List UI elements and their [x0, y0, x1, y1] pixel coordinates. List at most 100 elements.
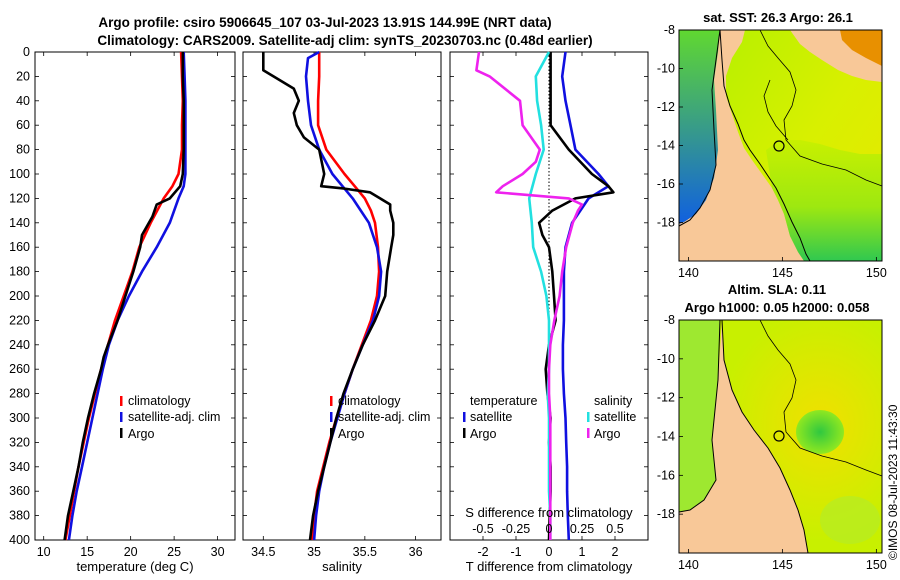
x-tick-label: 2: [612, 545, 619, 559]
y-tick-label: 220: [9, 313, 30, 327]
series-line-argo: [63, 52, 185, 541]
x-tick-label: 1: [579, 545, 586, 559]
s-difference-axis-label: S difference from climatology: [465, 505, 633, 520]
legend-swatch-t-argo: [463, 428, 466, 438]
figure-title-line2: Climatology: CARS2009. Satellite-adj cli…: [97, 33, 592, 48]
sla-map-ticks: 140 145 150 -8 -10 -12 -14 -16 -18: [657, 313, 887, 572]
plot-frame: [34, 51, 236, 541]
legend-swatch-s-satellite: [587, 412, 590, 422]
y-tick-label: 160: [9, 240, 30, 254]
legend-label-t-satellite: satellite: [470, 410, 512, 424]
temperature-legend: climatology satellite-adj. clim Argo: [120, 394, 220, 441]
y-tick-label: 100: [9, 167, 30, 181]
x-tick-label: 10: [37, 545, 51, 559]
plot-frame: [242, 51, 442, 541]
series-line-argo: [261, 52, 395, 541]
x-tick-label: 36: [409, 545, 423, 559]
legend-label-satellite: satellite-adj. clim: [128, 410, 220, 424]
map-y-tick-label: -18: [657, 507, 675, 521]
legend-label-satellite: satellite-adj. clim: [338, 410, 430, 424]
x-tick-label: -1: [510, 545, 521, 559]
s-diff-tick-label: 0: [546, 522, 553, 536]
map-y-tick-label: -18: [657, 216, 675, 230]
sst-map-ticks: 140 145 150 -8 -10 -12 -14 -16 -18: [657, 23, 887, 280]
x-tick-label: -2: [477, 545, 488, 559]
x-tick-label: 34.5: [251, 545, 275, 559]
t-difference-axis-label: T difference from climatology: [466, 559, 633, 574]
x-tick-label: 20: [124, 545, 138, 559]
sst-ocean-south: [766, 140, 882, 261]
legend-swatch-t-satellite: [463, 412, 466, 422]
map-x-tick-label: 150: [866, 266, 887, 280]
y-tick-label: 80: [16, 143, 30, 157]
legend-swatch-argo: [330, 428, 333, 438]
y-tick-label: 20: [16, 69, 30, 83]
map-y-tick-label: -14: [657, 139, 675, 153]
legend-label-argo: Argo: [128, 427, 154, 441]
x-tick-label: 0: [546, 545, 553, 559]
series-line-satellite-adj-clim: [67, 51, 187, 541]
y-tick-label: 260: [9, 362, 30, 376]
difference-legend: temperature satellite Argo salinity sate…: [463, 394, 636, 441]
legend-title-salinity: salinity: [594, 394, 633, 408]
profile-location-marker: [773, 430, 785, 442]
sla-gulf: [679, 320, 720, 512]
y-tick-label: 380: [9, 509, 30, 523]
legend-swatch-argo: [120, 428, 123, 438]
legend-label-t-argo: Argo: [470, 427, 496, 441]
s-difference-tick-labels: -0.5 -0.25 0 0.25 0.5: [472, 522, 624, 536]
map-y-tick-label: -10: [657, 352, 675, 366]
salinity-axis-label: salinity: [322, 559, 362, 574]
s-diff-tick-label: 0.5: [606, 522, 623, 536]
coastline: [678, 319, 809, 554]
y-tick-label: 320: [9, 435, 30, 449]
temperature-axis-label: temperature (deg C): [76, 559, 193, 574]
sla-eddy: [796, 410, 844, 454]
legend-label-s-satellite: satellite: [594, 410, 636, 424]
land: [679, 320, 808, 553]
map-y-tick-label: -16: [657, 468, 675, 482]
sla-map-title-line2: Argo h1000: 0.05 h2000: 0.058: [685, 300, 870, 315]
legend-label-argo: Argo: [338, 427, 364, 441]
map-y-tick-label: -12: [657, 100, 675, 114]
map-x-tick-label: 150: [866, 558, 887, 572]
map-y-tick-label: -16: [657, 177, 675, 191]
y-tick-label: 360: [9, 484, 30, 498]
sla-map: [678, 319, 883, 554]
legend-swatch-satellite: [330, 412, 333, 422]
map-y-tick-label: -14: [657, 430, 675, 444]
map-y-tick-label: -12: [657, 391, 675, 405]
y-tick-label: 140: [9, 216, 30, 230]
y-tick-label: 180: [9, 265, 30, 279]
map-x-tick-label: 140: [678, 266, 699, 280]
profile-location-marker: [773, 140, 785, 152]
y-tick-label: 280: [9, 387, 30, 401]
map-y-tick-label: -8: [664, 313, 675, 327]
legend-swatch-satellite: [120, 412, 123, 422]
sst-warm-patch: [840, 30, 882, 66]
bathymetry-contour: [759, 29, 883, 187]
s-diff-tick-label: -0.5: [472, 522, 494, 536]
s-diff-tick-label: 0.25: [570, 522, 594, 536]
legend-title-temperature: temperature: [470, 394, 537, 408]
map-x-tick-label: 145: [772, 558, 793, 572]
y-tick-label: 60: [16, 118, 30, 132]
y-tick-label: 300: [9, 411, 30, 425]
map-x-tick-label: 140: [678, 558, 699, 572]
imos-credit: ©IMOS 08-Jul-2023 11:43:30: [886, 404, 900, 560]
sla-map-title-line1: Altim. SLA: 0.11: [728, 282, 826, 297]
legend-swatch-climatology: [330, 396, 333, 406]
legend-label-s-argo: Argo: [594, 427, 620, 441]
legend-swatch-climatology: [120, 396, 123, 406]
legend-label-climatology: climatology: [338, 394, 401, 408]
coastline: [678, 29, 811, 262]
legend-swatch-s-argo: [587, 428, 590, 438]
salinity-legend: climatology satellite-adj. clim Argo: [330, 394, 430, 441]
map-x-tick-label: 145: [772, 266, 793, 280]
x-tick-label: 15: [80, 545, 94, 559]
temperature-panel: 10 15 20 25 30: [34, 51, 236, 559]
y-tick-label: 340: [9, 460, 30, 474]
y-tick-label: 120: [9, 191, 30, 205]
bathymetry-contour: [759, 319, 883, 477]
x-tick-label: 25: [167, 545, 181, 559]
